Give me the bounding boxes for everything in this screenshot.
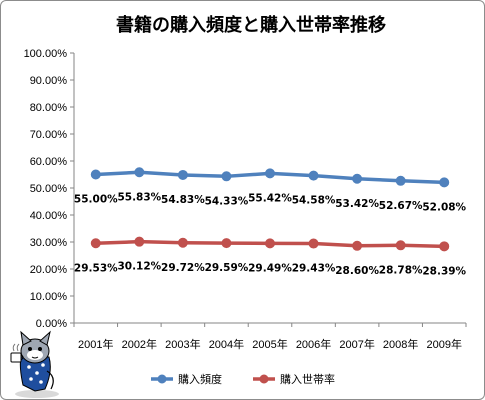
data-point [308, 170, 319, 181]
x-tick-label: 2001年 [78, 337, 113, 351]
data-label: 29.49% [248, 262, 292, 274]
data-point [221, 238, 232, 249]
y-tick-label: 40.00% [30, 210, 68, 222]
data-label: 55.42% [248, 192, 292, 204]
data-label: 29.53% [74, 262, 118, 274]
data-label: 28.78% [379, 264, 423, 276]
data-point [177, 169, 188, 180]
cat-mascot-icon [10, 330, 59, 398]
data-point [395, 175, 406, 186]
data-labels: 55.00% 55.83% 54.83% 54.33% 55.42% 54.58% 53.4… [74, 191, 467, 277]
y-tick-label: 80.00% [30, 102, 68, 114]
x-tick-label: 2003年 [165, 337, 200, 351]
data-point [134, 236, 145, 247]
y-tick-label: 10.00% [30, 291, 68, 303]
y-tick-label: 20.00% [30, 264, 68, 276]
data-point [90, 238, 101, 249]
x-tick-label: 2007年 [339, 337, 374, 351]
data-label: 28.60% [335, 265, 379, 277]
x-tick-label: 2005年 [252, 337, 287, 351]
data-label: 29.43% [292, 263, 336, 275]
x-tick-label: 2008年 [383, 337, 418, 351]
y-tick-label: 50.00% [30, 183, 68, 195]
data-label: 55.00% [74, 194, 118, 206]
data-label: 53.42% [335, 198, 379, 210]
data-point [265, 168, 275, 179]
data-label: 52.67% [379, 200, 423, 212]
data-label: 28.39% [422, 265, 466, 277]
x-tick-label: 2004年 [209, 337, 244, 351]
data-point [352, 173, 363, 184]
data-label: 54.33% [205, 195, 249, 207]
legend-label: 購入世帯率 [280, 372, 335, 386]
x-tick-label: 2009年 [426, 337, 461, 351]
data-point [395, 240, 406, 251]
data-point [308, 238, 319, 249]
chart-title: 書籍の購入頻度と購入世帯率推移 [116, 14, 386, 36]
legend-marker [259, 374, 269, 384]
legend: 購入頻度 購入世帯率 [151, 372, 335, 386]
data-point [439, 177, 450, 188]
x-tick-label: 2006年 [296, 337, 331, 351]
data-point [134, 167, 145, 178]
y-tick-label: 30.00% [30, 237, 68, 249]
data-label: 29.72% [161, 262, 205, 274]
legend-label: 購入頻度 [178, 372, 222, 386]
data-point [177, 237, 188, 248]
data-point [90, 169, 101, 180]
y-tick-label: 90.00% [30, 75, 68, 87]
data-label: 54.58% [292, 195, 336, 207]
y-tick-label: 100.00% [24, 48, 68, 60]
series-layer [90, 167, 450, 252]
data-point [352, 240, 363, 251]
data-label: 29.59% [205, 262, 249, 274]
x-tick-label: 2002年 [122, 337, 157, 351]
data-label: 52.08% [422, 201, 466, 213]
y-tick-label: 0.00% [36, 318, 67, 330]
legend-marker [157, 374, 167, 384]
data-point [439, 241, 450, 252]
y-tick-label: 70.00% [30, 129, 68, 141]
data-label: 30.12% [117, 261, 161, 273]
y-tick-label: 60.00% [30, 156, 68, 168]
data-point [265, 238, 275, 249]
data-label: 54.83% [161, 194, 205, 206]
data-label: 55.83% [117, 191, 161, 203]
axes: 0.00% 10.00% 20.00% 30.00% 40.00% 50.00% 60.00… [24, 48, 467, 351]
data-point [221, 171, 232, 182]
